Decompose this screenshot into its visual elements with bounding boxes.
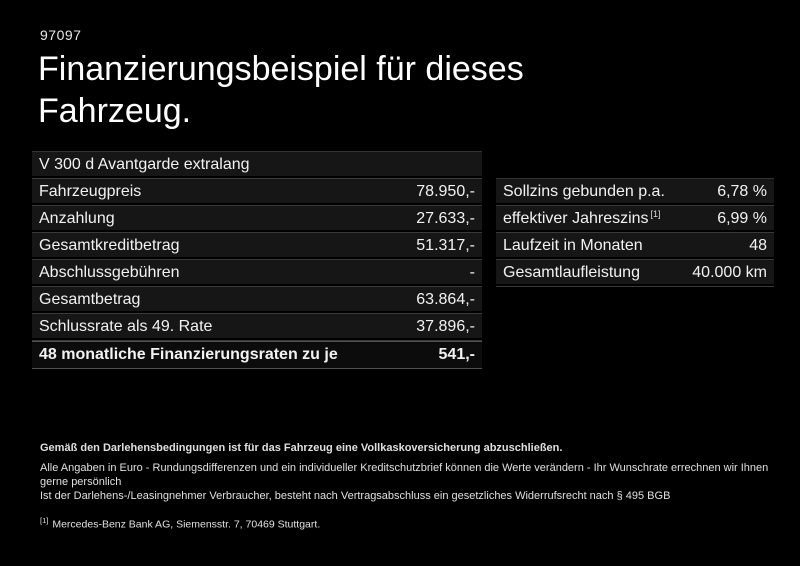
table-row-schlussrate: Schlussrate als 49. Rate 37.896,- [32,314,482,341]
row-label: Gesamtbetrag [39,291,141,308]
row-value: 40.000 km [692,264,767,281]
vehicle-model-label: V 300 d Avantgarde extralang [39,156,250,173]
row-label: Anzahlung [39,210,115,227]
row-value: 6,99 % [717,210,767,227]
table-row-gesamtbetrag: Gesamtbetrag 63.864,- [32,287,482,314]
conditions-table: Sollzins gebunden p.a. 6,78 % effektiver… [496,178,774,287]
row-value: 48 [749,237,767,254]
table-row-gesamtkreditbetrag: Gesamtkreditbetrag 51.317,- [32,233,482,260]
table-row-monthly-rate-total: 48 monatliche Finanzierungsraten zu je 5… [32,341,482,369]
row-label: Laufzeit in Monaten [503,237,645,255]
row-value: 51.317,- [416,237,475,254]
row-value: 37.896,- [416,318,475,335]
withdrawal-right-line: Ist der Darlehens-/Leasingnehmer Verbrau… [40,490,671,502]
row-label: effektiver Jahreszins [1] [503,208,661,228]
table-row-laufzeit: Laufzeit in Monaten 48 [496,233,774,260]
vehicle-model-row: V 300 d Avantgarde extralang [32,152,482,179]
row-label: Sollzins gebunden p.a. [503,183,667,201]
bank-footnote: [1] Mercedes-Benz Bank AG, Siemensstr. 7,… [40,514,770,532]
row-label-text: Laufzeit in Monaten [503,237,643,254]
legal-footer: Gemäß den Darlehensbedingungen ist für d… [40,441,770,532]
row-label: 48 monatliche Finanzierungsraten zu je [39,346,338,363]
insurance-requirement-note: Gemäß den Darlehensbedingungen ist für d… [40,442,563,454]
table-row-abschlussgebuehren: Abschlussgebühren - [32,260,482,287]
row-label: Gesamtlaufleistung [503,264,642,282]
row-label-text: effektiver Jahreszins [503,210,649,227]
table-row-effektiver-jahreszins: effektiver Jahreszins [1] 6,99 % [496,206,774,233]
reference-number: 97097 [40,27,82,43]
financing-table: V 300 d Avantgarde extralang Fahrzeugpre… [32,151,482,369]
table-row-fahrzeugpreis: Fahrzeugpreis 78.950,- [32,179,482,206]
footnote-marker: [1] [650,208,661,219]
row-label: Schlussrate als 49. Rate [39,318,213,335]
row-value: 63.864,- [416,291,475,308]
row-value: 27.633,- [416,210,475,227]
row-value: 6,78 % [717,183,767,200]
row-label: Abschlussgebühren [39,264,180,281]
row-label-text: Sollzins gebunden p.a. [503,183,665,200]
footnote-marker: [1] [40,516,49,525]
footnote-text: Mercedes-Benz Bank AG, Siemensstr. 7, 70… [52,518,321,531]
row-value: - [469,264,475,281]
row-label: Gesamtkreditbetrag [39,237,180,254]
row-value: 541,- [438,346,475,363]
page-title: Finanzierungsbeispiel für dieses Fahrzeu… [38,50,524,130]
table-row-sollzins: Sollzins gebunden p.a. 6,78 % [496,179,774,206]
row-label-text: Gesamtlaufleistung [503,264,640,281]
row-value: 78.950,- [416,183,475,200]
row-label: Fahrzeugpreis [39,183,142,200]
disclaimer-line: Alle Angaben in Euro - Rundungsdifferenz… [40,462,769,488]
table-row-anzahlung: Anzahlung 27.633,- [32,206,482,233]
table-row-gesamtlaufleistung: Gesamtlaufleistung 40.000 km [496,260,774,287]
